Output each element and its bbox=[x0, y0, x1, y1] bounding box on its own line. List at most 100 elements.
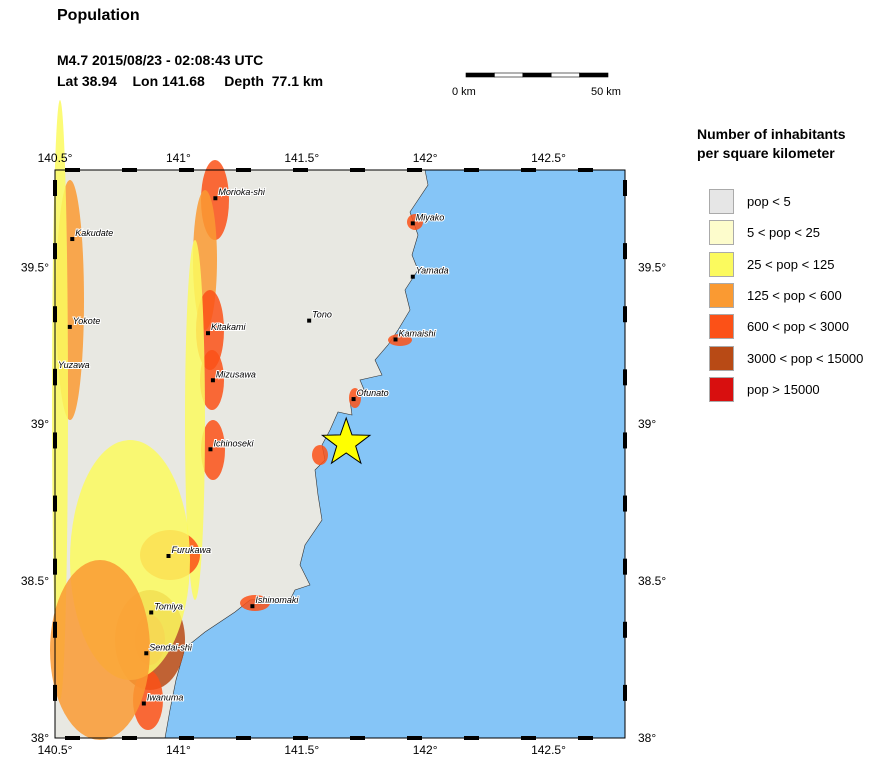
frame-tick bbox=[53, 495, 57, 512]
frame-tick bbox=[407, 736, 422, 740]
city-marker bbox=[205, 331, 210, 336]
frame-tick bbox=[464, 736, 479, 740]
city-marker bbox=[53, 368, 57, 373]
city-marker bbox=[149, 610, 154, 615]
frame-tick bbox=[65, 168, 80, 172]
city-marker bbox=[141, 701, 146, 706]
lon-tick-bottom: 142.5° bbox=[531, 743, 566, 757]
frame-tick bbox=[623, 495, 627, 512]
frame-tick bbox=[53, 684, 57, 701]
legend-label: pop > 15000 bbox=[747, 381, 820, 397]
city-label: Yamada bbox=[416, 266, 449, 276]
legend-swatch bbox=[709, 314, 734, 340]
frame-tick bbox=[122, 168, 137, 172]
city-marker bbox=[210, 378, 215, 383]
population-area bbox=[185, 240, 205, 600]
legend-swatch bbox=[709, 189, 734, 214]
frame-tick bbox=[578, 736, 593, 740]
lon-tick-bottom: 141° bbox=[166, 743, 191, 757]
city-marker bbox=[67, 324, 72, 329]
city-label: Sendai-shi bbox=[149, 642, 193, 652]
city-label: Kakudate bbox=[75, 228, 113, 238]
frame-tick bbox=[53, 243, 57, 260]
frame-tick bbox=[623, 180, 627, 196]
frame-tick bbox=[53, 558, 57, 575]
legend-swatch bbox=[709, 282, 734, 308]
legend-title: Number of inhabitants per square kilomete… bbox=[697, 125, 846, 163]
frame-tick bbox=[53, 432, 57, 449]
city-label: Yokote bbox=[73, 316, 101, 326]
frame-tick bbox=[179, 168, 194, 172]
frame-tick bbox=[464, 168, 479, 172]
city-marker bbox=[144, 651, 149, 656]
city-label: Kamaishi bbox=[399, 328, 437, 338]
legend-label: 125 < pop < 600 bbox=[747, 287, 842, 303]
frame-tick bbox=[521, 168, 536, 172]
legend-title-line2: per square kilometer bbox=[697, 145, 835, 161]
frame-tick bbox=[623, 621, 627, 638]
frame-tick bbox=[53, 180, 57, 196]
population-area bbox=[312, 445, 328, 465]
city-marker bbox=[250, 604, 255, 609]
city-marker bbox=[393, 337, 398, 342]
frame-tick bbox=[623, 684, 627, 701]
lat-tick-left: 38° bbox=[31, 731, 49, 745]
population-area bbox=[407, 214, 423, 230]
lon-tick-top: 141.5° bbox=[284, 151, 319, 165]
legend-item: 5 < pop < 25 bbox=[709, 220, 821, 246]
lon-tick-top: 142.5° bbox=[531, 151, 566, 165]
city-marker bbox=[213, 196, 218, 201]
frame-tick bbox=[623, 432, 627, 449]
lat-tick-right: 38° bbox=[638, 731, 656, 745]
lon-tick-bottom: 140.5° bbox=[38, 743, 73, 757]
legend-item: pop < 5 bbox=[709, 189, 791, 214]
city-label: Ofunato bbox=[357, 388, 389, 398]
frame-tick bbox=[623, 369, 627, 386]
city-marker bbox=[208, 447, 213, 452]
frame-tick bbox=[236, 736, 251, 740]
scale-bar-segment bbox=[579, 72, 609, 78]
lat-tick-left: 39.5° bbox=[21, 260, 49, 274]
legend-item: 125 < pop < 600 bbox=[709, 282, 842, 308]
city-label: Ishinomaki bbox=[255, 595, 299, 605]
scale-bar-segment bbox=[465, 72, 495, 78]
population-area bbox=[201, 420, 225, 480]
lat-tick-right: 38.5° bbox=[638, 574, 666, 588]
legend-label: 5 < pop < 25 bbox=[747, 225, 821, 241]
legend-label: 3000 < pop < 15000 bbox=[747, 350, 864, 366]
legend-swatch bbox=[709, 376, 734, 402]
city-label: Tono bbox=[312, 310, 332, 320]
scale-bar-segment bbox=[522, 72, 552, 78]
legend-swatch bbox=[709, 251, 734, 277]
lon-tick-bottom: 141.5° bbox=[284, 743, 319, 757]
lat-tick-left: 38.5° bbox=[21, 574, 49, 588]
legend-swatch bbox=[709, 220, 734, 246]
frame-tick bbox=[350, 168, 365, 172]
city-label: Kitakami bbox=[211, 322, 247, 332]
legend-label: 25 < pop < 125 bbox=[747, 256, 835, 272]
city-marker bbox=[410, 221, 415, 226]
frame-tick bbox=[521, 736, 536, 740]
frame-tick bbox=[623, 306, 627, 323]
frame-tick bbox=[350, 736, 365, 740]
frame-tick bbox=[623, 558, 627, 575]
lon-tick-top: 140.5° bbox=[38, 151, 73, 165]
frame-tick bbox=[53, 369, 57, 386]
lat-tick-right: 39.5° bbox=[638, 260, 666, 274]
population-area bbox=[50, 560, 150, 740]
lon-tick-bottom: 142° bbox=[413, 743, 438, 757]
frame-tick bbox=[623, 243, 627, 260]
frame-tick bbox=[293, 168, 308, 172]
lat-tick-left: 39° bbox=[31, 417, 49, 431]
legend-item: 600 < pop < 3000 bbox=[709, 314, 849, 340]
city-label: Miyako bbox=[416, 212, 445, 222]
city-label: Iwanuma bbox=[147, 692, 184, 702]
legend-swatch bbox=[709, 345, 734, 371]
city-marker bbox=[307, 318, 312, 323]
map-title: Population bbox=[57, 7, 140, 24]
map-frame bbox=[54, 169, 626, 739]
frame-tick bbox=[53, 306, 57, 323]
legend-item: 25 < pop < 125 bbox=[709, 251, 835, 277]
legend-title-line1: Number of inhabitants bbox=[697, 126, 846, 142]
